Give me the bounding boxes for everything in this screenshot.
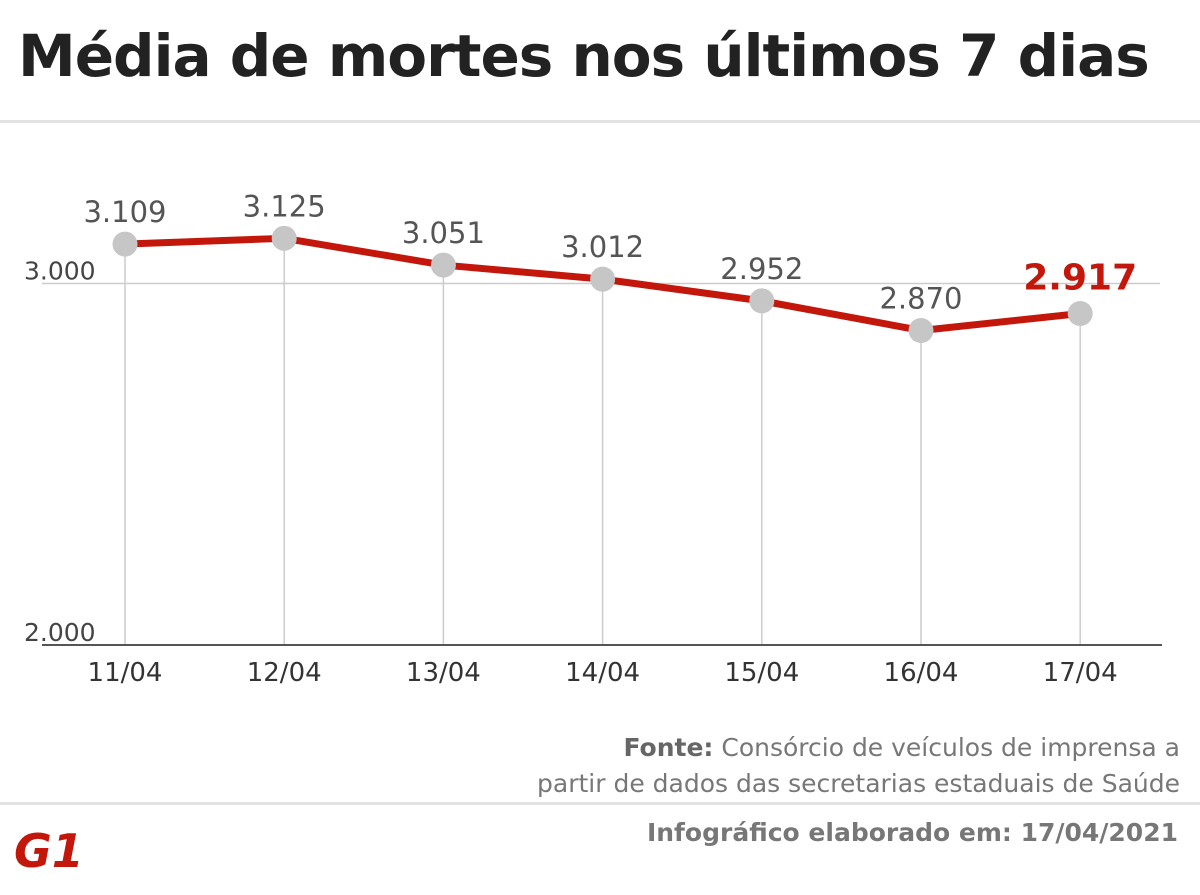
x-tick-label: 16/04 — [884, 658, 959, 688]
value-label: 2.870 — [879, 281, 962, 315]
x-tick-label: 11/04 — [88, 658, 163, 688]
value-label: 2.917 — [1023, 258, 1137, 299]
value-label: 3.051 — [402, 216, 485, 250]
source-label: Fonte: — [623, 733, 714, 762]
data-point — [1067, 301, 1093, 327]
source-line-2: partir de dados das secretarias estaduai… — [537, 769, 1180, 798]
x-tick-label: 12/04 — [247, 658, 322, 688]
value-label: 2.952 — [720, 252, 803, 286]
data-point — [271, 225, 297, 251]
data-point — [590, 266, 616, 292]
source-line-1: Consórcio de veículos de imprensa a — [721, 733, 1180, 762]
data-point — [112, 231, 138, 257]
data-point — [908, 317, 934, 343]
title-divider — [0, 120, 1200, 123]
x-tick-label: 15/04 — [724, 658, 799, 688]
value-label: 3.109 — [83, 195, 166, 229]
y-tick-label: 2.000 — [24, 618, 96, 647]
x-tick-label: 13/04 — [406, 658, 481, 688]
infographic-date: Infográfico elaborado em: 17/04/2021 — [646, 818, 1178, 847]
chart-title: Média de mortes nos últimos 7 dias — [18, 22, 1150, 90]
value-label: 3.125 — [243, 189, 326, 223]
value-label: 3.012 — [561, 230, 644, 264]
x-tick-label: 17/04 — [1043, 658, 1118, 688]
line-chart: 2.000 3.000 3.109 3.125 3.051 3.012 2.952 2.870… — [24, 189, 1162, 688]
g1-logo: G1 — [14, 824, 84, 872]
y-tick-label: 3.000 — [24, 257, 96, 286]
x-tick-label: 14/04 — [565, 658, 640, 688]
footer-divider — [0, 802, 1200, 805]
g1-logo-text: G1 — [14, 824, 84, 872]
source-note: Fonte: Consórcio de veículos de imprensa… — [420, 730, 1180, 802]
data-point — [749, 288, 775, 314]
data-point — [430, 252, 456, 278]
